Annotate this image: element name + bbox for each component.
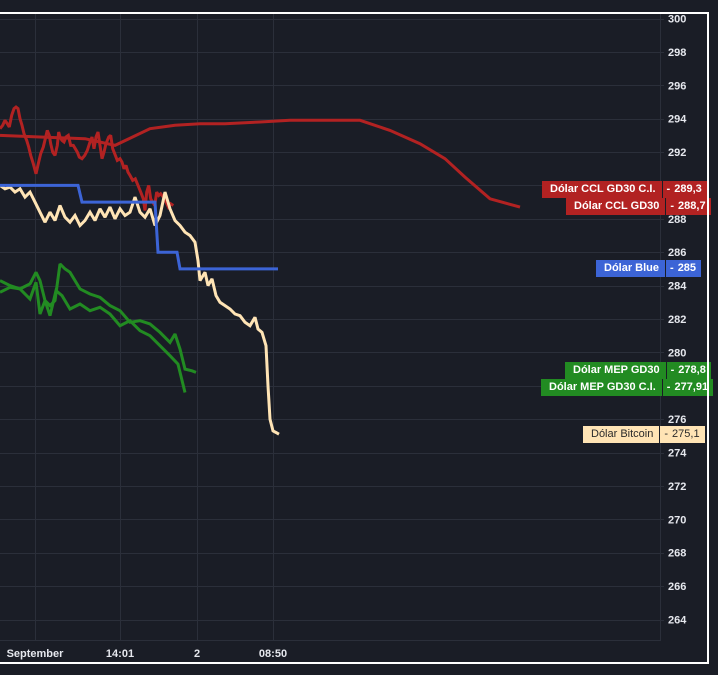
price-tick-label: 268 (668, 548, 686, 560)
label-name: Dólar CCL GD30 (574, 200, 660, 212)
price-tick-label: 272 (668, 481, 686, 493)
label-value: 278,8 (678, 364, 706, 376)
price-tick-label: 282 (668, 314, 686, 326)
price-tick-label: 274 (668, 448, 687, 460)
label-value: 275,1 (672, 428, 700, 440)
price-tick-label: 286 (668, 247, 686, 259)
series-line (0, 118, 521, 209)
price-tick-label: 264 (668, 615, 687, 627)
label-name: Dólar CCL GD30 C.I. (550, 183, 656, 195)
label-blue: Dólar Blue -285 (596, 260, 702, 277)
label-ccl: Dólar CCL GD30 -288,7 (566, 198, 711, 215)
price-tick-label: 288 (668, 214, 686, 226)
series-line (0, 105, 175, 211)
price-tick-label: 298 (668, 47, 686, 59)
time-tick-label: 2 (194, 648, 200, 660)
series-lines (0, 105, 521, 436)
price-scale[interactable]: 3002982962942922902882862842822802782762… (660, 14, 687, 627)
time-tick-label: September (7, 648, 65, 660)
price-tick-label: 294 (668, 114, 687, 126)
label-mep: Dólar MEP GD30 -278,8 (565, 362, 711, 379)
series-line (0, 262, 197, 374)
label-name: Dólar MEP GD30 C.I. (549, 381, 656, 393)
label-ccl-ci: Dólar CCL GD30 C.I. -289,3 (542, 181, 707, 198)
label-mep-ci: Dólar MEP GD30 C.I. -277,91 (541, 379, 714, 396)
label-name: Dólar MEP GD30 (573, 364, 660, 376)
time-scale[interactable]: September 14:01 2 08:50 (7, 648, 288, 660)
price-tick-label: 280 (668, 347, 686, 359)
price-tick-label: 284 (668, 281, 687, 293)
label-value: 288,7 (678, 200, 706, 212)
label-value: 289,3 (674, 183, 702, 195)
series-line (0, 279, 187, 393)
price-tick-label: 292 (668, 147, 686, 159)
label-value: 285 (677, 262, 697, 274)
label-bitcoin: Dólar Bitcoin -275,1 (583, 426, 705, 443)
time-tick-label: 08:50 (259, 648, 287, 660)
label-name: Dólar Bitcoin (591, 428, 654, 440)
time-tick-label: 14:01 (106, 648, 134, 660)
price-tick-label: 276 (668, 414, 686, 426)
series-line (0, 184, 280, 436)
label-name: Dólar Blue (604, 262, 660, 274)
price-tick-label: 266 (668, 581, 686, 593)
price-tick-label: 300 (668, 14, 686, 26)
price-tick-label: 296 (668, 80, 686, 92)
label-value: 277,91 (674, 381, 709, 393)
grid-lines (0, 13, 660, 641)
price-tick-label: 270 (668, 514, 686, 526)
series-line (0, 183, 278, 271)
